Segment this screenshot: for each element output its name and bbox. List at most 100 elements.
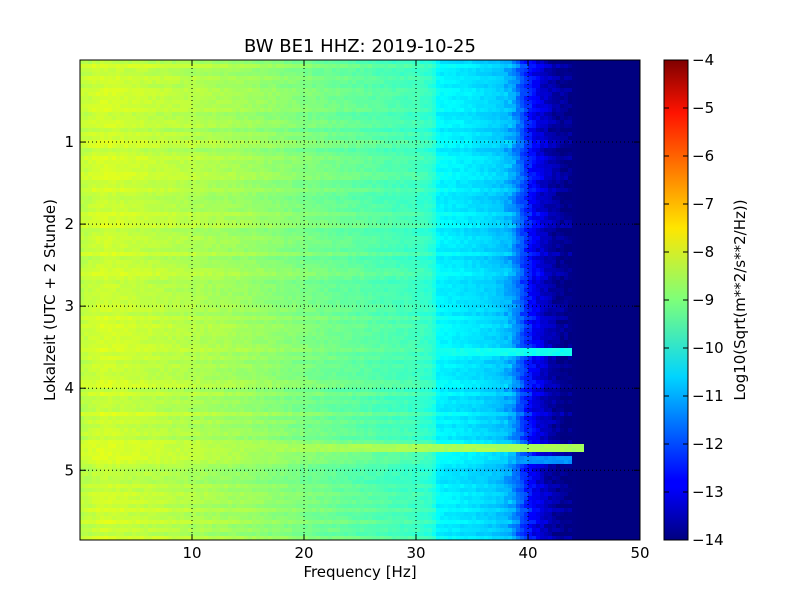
heatmap-cell: [484, 168, 489, 173]
heatmap-cell: [172, 196, 177, 201]
heatmap-cell: [180, 132, 185, 137]
heatmap-cell: [560, 108, 565, 113]
heatmap-cell: [468, 100, 473, 105]
heatmap-cell: [124, 140, 129, 145]
heatmap-cell: [636, 152, 640, 157]
heatmap-cell: [204, 124, 209, 129]
heatmap-cell: [328, 176, 333, 181]
heatmap-cell: [276, 104, 281, 109]
heatmap-cell: [200, 100, 205, 105]
heatmap-cell: [456, 128, 461, 133]
heatmap-cell: [476, 144, 481, 149]
heatmap-cell: [452, 144, 457, 149]
heatmap-cell: [620, 76, 625, 81]
heatmap-cell: [476, 156, 481, 161]
heatmap-cell: [488, 76, 493, 81]
heatmap-cell: [480, 136, 485, 141]
heatmap-cell: [368, 64, 373, 69]
heatmap-cell: [204, 168, 209, 173]
heatmap-cell: [416, 156, 421, 161]
heatmap-cell: [580, 172, 585, 177]
heatmap-cell: [120, 132, 125, 137]
heatmap-cell: [520, 84, 525, 89]
heatmap-cell: [356, 64, 361, 69]
heatmap-cell: [204, 180, 209, 185]
heatmap-cell: [88, 124, 93, 129]
heatmap-cell: [564, 184, 569, 189]
heatmap-cell: [356, 148, 361, 153]
heatmap-cell: [448, 152, 453, 157]
heatmap-cell: [324, 140, 329, 145]
heatmap-cell: [400, 120, 405, 125]
heatmap-cell: [600, 180, 605, 185]
heatmap-cell: [428, 148, 433, 153]
heatmap-cell: [160, 188, 165, 193]
heatmap-cell: [320, 148, 325, 153]
heatmap-cell: [176, 72, 181, 77]
heatmap-cell: [124, 172, 129, 177]
heatmap-cell: [540, 84, 545, 89]
heatmap-cell: [316, 116, 321, 121]
heatmap-cell: [568, 132, 573, 137]
heatmap-cell: [208, 128, 213, 133]
heatmap-cell: [88, 128, 93, 133]
heatmap-cell: [440, 184, 445, 189]
heatmap-cell: [400, 180, 405, 185]
heatmap-cell: [372, 188, 377, 193]
heatmap-cell: [268, 60, 273, 65]
heatmap-cell: [240, 200, 245, 205]
heatmap-cell: [232, 184, 237, 189]
heatmap-cell: [464, 124, 469, 129]
heatmap-cell: [132, 108, 137, 113]
heatmap-cell: [200, 124, 205, 129]
heatmap-cell: [504, 148, 509, 153]
heatmap-cell: [356, 104, 361, 109]
heatmap-cell: [316, 140, 321, 145]
heatmap-cell: [476, 104, 481, 109]
heatmap-cell: [444, 168, 449, 173]
heatmap-cell: [168, 168, 173, 173]
heatmap-cell: [288, 188, 293, 193]
heatmap-cell: [368, 92, 373, 97]
heatmap-cell: [328, 192, 333, 197]
heatmap-cell: [356, 196, 361, 201]
heatmap-cell: [248, 184, 253, 189]
heatmap-cell: [196, 124, 201, 129]
heatmap-cell: [628, 152, 633, 157]
heatmap-cell: [532, 80, 537, 85]
heatmap-cell: [516, 120, 521, 125]
heatmap-cell: [428, 132, 433, 137]
heatmap-cell: [128, 144, 133, 149]
heatmap-cell: [360, 116, 365, 121]
heatmap-cell: [320, 84, 325, 89]
heatmap-cell: [180, 60, 185, 65]
heatmap-cell: [336, 148, 341, 153]
heatmap-cell: [508, 92, 513, 97]
heatmap-cell: [592, 112, 597, 117]
heatmap-cell: [176, 148, 181, 153]
heatmap-cell: [612, 100, 617, 105]
heatmap-cell: [132, 200, 137, 205]
heatmap-cell: [144, 152, 149, 157]
heatmap-cell: [444, 160, 449, 165]
heatmap-cell: [336, 96, 341, 101]
heatmap-cell: [180, 100, 185, 105]
heatmap-cell: [172, 188, 177, 193]
heatmap-cell: [276, 132, 281, 137]
heatmap-cell: [380, 152, 385, 157]
heatmap-cell: [296, 96, 301, 101]
heatmap-cell: [296, 108, 301, 113]
heatmap-cell: [204, 88, 209, 93]
heatmap-cell: [228, 68, 233, 73]
heatmap-cell: [448, 156, 453, 161]
heatmap-cell: [312, 140, 317, 145]
heatmap-cell: [316, 172, 321, 177]
heatmap-cell: [84, 144, 89, 149]
heatmap-cell: [84, 156, 89, 161]
heatmap-cell: [428, 156, 433, 161]
heatmap-cell: [368, 144, 373, 149]
heatmap-cell: [120, 200, 125, 205]
heatmap-cell: [152, 92, 157, 97]
heatmap-cell: [148, 184, 153, 189]
heatmap-cell: [184, 96, 189, 101]
